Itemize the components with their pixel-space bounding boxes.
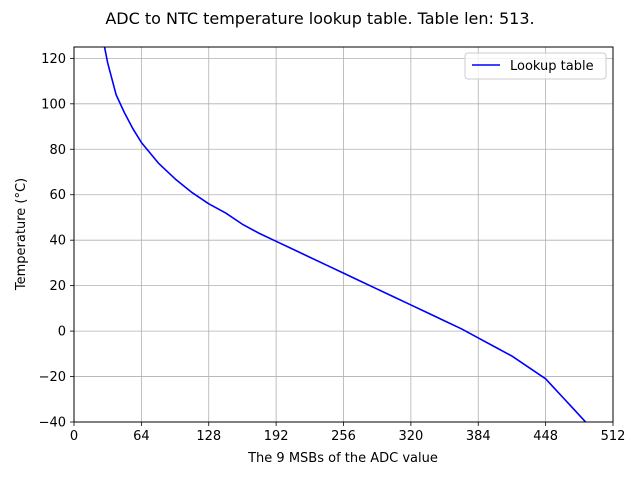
x-axis: 0 64 128 192 256 320 384 448 512 — [70, 422, 626, 444]
x-tick-label: 512 — [601, 429, 626, 444]
legend-box — [464, 52, 607, 80]
x-axis-label: The 9 MSBs of the ADC value — [247, 451, 438, 466]
x-tick-label: 0 — [70, 429, 78, 444]
x-tick-label: 320 — [398, 429, 423, 444]
y-tick-label: 60 — [49, 188, 66, 203]
y-axis-label: Temperature (°C) — [14, 178, 29, 291]
x-tick-label: 192 — [264, 429, 289, 444]
y-tick-label: 80 — [49, 143, 66, 158]
series-layer — [103, 47, 587, 422]
y-tick-label: 0 — [58, 325, 66, 340]
y-tick-label: 20 — [49, 279, 66, 294]
x-tick-label: 256 — [331, 429, 356, 444]
y-tick-label: −40 — [39, 416, 66, 431]
y-axis: −40 −20 0 20 40 60 80 100 120 — [39, 52, 74, 431]
legend: Lookup table — [464, 52, 607, 80]
chart-title: ADC to NTC temperature lookup table. Tab… — [105, 9, 534, 28]
y-tick-label: −20 — [39, 370, 66, 385]
y-tick-label: 100 — [41, 97, 66, 112]
x-tick-label: 448 — [533, 429, 558, 444]
series-line — [103, 47, 587, 422]
x-tick-label: 128 — [196, 429, 221, 444]
x-tick-label: 64 — [133, 429, 150, 444]
y-tick-label: 120 — [41, 52, 66, 67]
y-tick-label: 40 — [49, 234, 66, 249]
x-tick-label: 384 — [466, 429, 491, 444]
legend-label: Lookup table — [510, 59, 594, 74]
